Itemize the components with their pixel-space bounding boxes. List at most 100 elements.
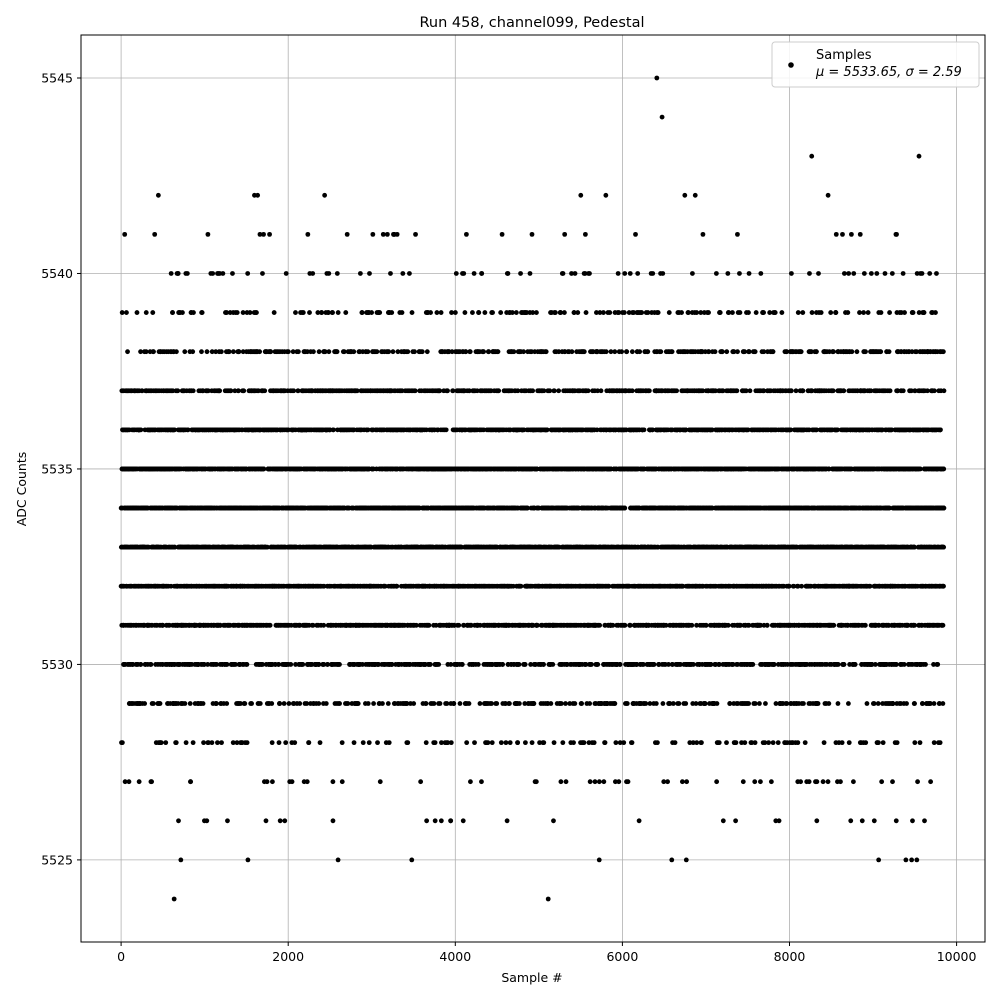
scatter-point [468,779,473,785]
scatter-point [477,701,483,706]
scatter-point [432,818,438,824]
scatter-point [175,271,181,276]
scatter-point [317,740,323,746]
scatter-point [475,662,481,667]
scatter-point [411,701,417,706]
scatter-point [160,622,166,628]
scatter-point [459,662,465,667]
scatter-point [394,231,400,237]
scatter-point [399,310,405,315]
scatter-point [267,231,272,237]
scatter-point [236,349,242,355]
scatter-point [464,740,470,746]
scatter-point [419,349,425,355]
scatter-point [438,818,444,824]
scatter-point [168,271,174,276]
scatter-point [530,388,536,394]
scatter-point [451,701,457,706]
scatter-point [339,779,345,785]
scatter-point [452,310,458,315]
scatter-point [119,310,125,315]
scatter-point [304,779,310,785]
scatter-point [390,349,396,355]
scatter-point [521,349,526,355]
scatter-point [351,740,357,746]
scatter-point [369,310,374,315]
scatter-point [412,349,417,355]
scatter-point [490,310,495,315]
scatter-point [249,701,255,706]
scatter-point [224,662,230,667]
scatter-point [334,271,340,276]
scatter-point [337,662,342,667]
scatter-point [499,231,505,237]
scatter-point [330,779,336,785]
scatter-point [481,349,487,355]
scatter-point [185,427,191,433]
scatter-point [516,662,522,667]
scatter-point [428,310,433,315]
scatter-points [118,75,947,902]
scatter-point [322,192,328,198]
scatter-point [292,740,298,746]
scatter-point [359,310,365,315]
scatter-point [496,388,502,394]
scatter-point [412,388,418,394]
scatter-point [245,271,251,276]
scatter-point [300,310,306,315]
scatter-point [305,231,311,237]
scatter-point [295,349,301,355]
scatter-point [485,740,491,746]
scatter-point [529,740,535,746]
scatter-point [269,740,275,746]
scatter-point [176,818,181,824]
scatter-point [244,662,250,667]
scatter-point [242,701,248,706]
scatter-point [200,701,206,706]
scatter-point [527,271,533,276]
scatter-point [300,662,306,667]
scatter-point [489,701,494,706]
scatter-point [277,701,283,706]
scatter-point [400,271,406,276]
scatter-point [260,271,265,276]
scatter-point [365,701,371,706]
scatter-point [136,779,142,785]
scatter-point [151,349,156,355]
scatter-point [456,622,462,628]
scatter-point [217,388,223,394]
scatter-point [172,427,177,433]
scatter-point [405,740,411,746]
scatter-point [282,818,288,824]
scatter-point [343,310,349,315]
scatter-point [370,231,376,237]
scatter-point [457,701,463,706]
scatter-point [190,349,196,355]
scatter-point [365,349,371,355]
scatter-point [389,310,395,315]
scatter-point [262,388,268,394]
scatter-point [407,271,412,276]
scatter-point [460,818,466,824]
scatter-point [479,271,485,276]
scatter-point [142,701,148,706]
scatter-point [184,271,190,276]
scatter-point [263,818,269,824]
scatter-point [148,662,154,667]
scatter-point [204,818,210,824]
scatter-point [218,349,224,355]
scatter-point [375,740,380,746]
scatter-point [191,310,196,315]
scatter-point [215,740,220,746]
scatter-point [334,349,340,355]
scatter-point [291,388,297,394]
scatter-point [236,388,241,394]
scatter-point [424,818,430,824]
scatter-point [230,349,236,355]
scatter-point [498,310,504,315]
scatter-point [467,349,473,355]
scatter-point [345,701,351,706]
scatter-point [326,271,332,276]
scatter-point [234,310,240,315]
scatter-point [173,740,179,746]
